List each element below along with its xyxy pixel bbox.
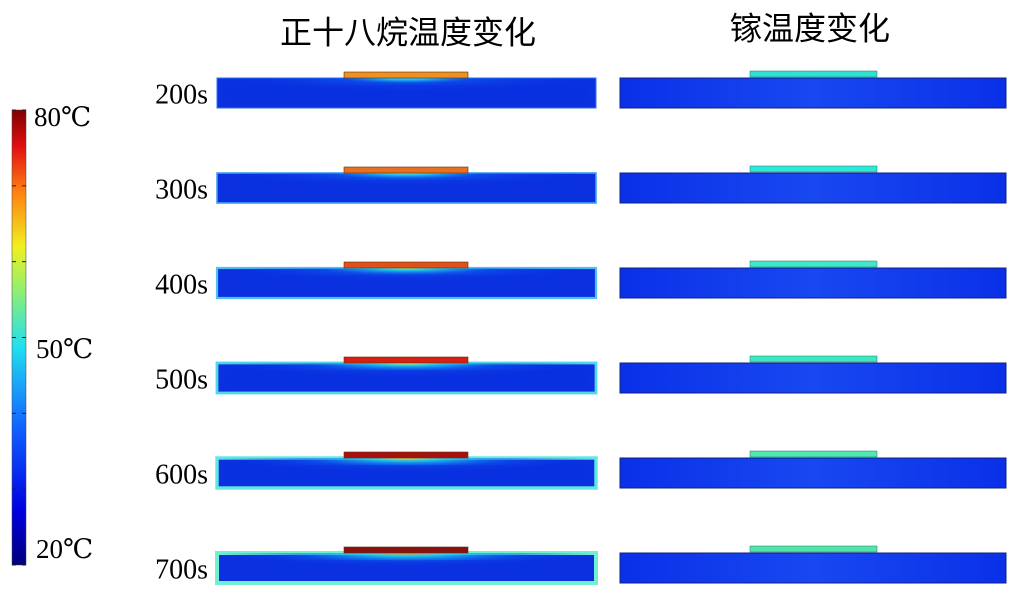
slab (619, 77, 1007, 109)
heat-zone (217, 173, 596, 203)
colorbar-label: 50℃ (36, 334, 93, 364)
heater (749, 165, 878, 173)
heat-zone (217, 553, 596, 583)
heater (343, 451, 469, 459)
inner-core (226, 560, 587, 577)
slab (619, 267, 1007, 299)
slab (619, 457, 1007, 489)
heater (343, 261, 469, 269)
slab (619, 362, 1007, 394)
heat-zone (217, 78, 596, 108)
inner-core (226, 465, 587, 482)
colorbar-label: 20℃ (36, 534, 93, 564)
column-title: 正十八烷温度变化 (280, 14, 536, 50)
colorbar-label: 80℃ (34, 102, 91, 132)
heater (749, 545, 878, 553)
time-label: 400s (155, 269, 208, 300)
heater (343, 71, 469, 79)
inner-core (226, 275, 587, 292)
time-label: 600s (155, 459, 208, 490)
column-title: 镓温度变化 (730, 10, 890, 46)
heat-zone (217, 363, 596, 393)
slab (619, 172, 1007, 204)
heater (343, 356, 469, 364)
time-label: 700s (155, 554, 208, 585)
time-label: 300s (155, 174, 208, 205)
heat-zone (217, 458, 596, 488)
heater (343, 166, 469, 174)
heater (343, 546, 469, 554)
slab (619, 552, 1007, 584)
inner-core (226, 85, 587, 102)
time-label: 200s (155, 79, 208, 110)
colorbar-ticks (12, 109, 26, 566)
time-label: 500s (155, 364, 208, 395)
heat-zone (217, 268, 596, 298)
heater (749, 260, 878, 268)
heater (749, 355, 878, 363)
heater (749, 70, 878, 78)
inner-core (226, 180, 587, 197)
heater (749, 450, 878, 458)
inner-core (226, 370, 587, 387)
